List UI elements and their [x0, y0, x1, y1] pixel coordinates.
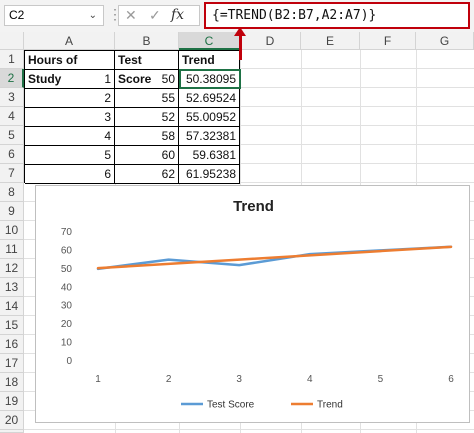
table-cell[interactable]: 5: [25, 146, 115, 165]
series-line-trend: [96, 245, 453, 270]
y-tick-label: 60: [61, 245, 73, 256]
table-cell[interactable]: 3: [25, 108, 115, 127]
cancel-icon[interactable]: ✕: [125, 7, 137, 23]
table-cell[interactable]: 1: [25, 70, 115, 89]
x-tick-label: 6: [448, 374, 454, 385]
header-test-score[interactable]: Test Score: [115, 51, 179, 86]
row-header-15[interactable]: 15: [0, 316, 24, 335]
header-hours-of-study[interactable]: Hours of Study: [25, 51, 115, 86]
active-cell-selection: [179, 69, 241, 89]
row-header-12[interactable]: 12: [0, 259, 24, 278]
insert-function-icon[interactable]: fx: [171, 7, 185, 23]
name-box-value: C2: [9, 8, 25, 22]
column-header-f[interactable]: F: [360, 32, 416, 50]
row-header-8[interactable]: 8: [0, 183, 24, 202]
y-tick-label: 20: [61, 319, 73, 330]
chart-title: Trend: [233, 198, 274, 215]
row-header-14[interactable]: 14: [0, 297, 24, 316]
legend-label: Trend: [317, 400, 343, 411]
row-header-13[interactable]: 13: [0, 278, 24, 297]
formula-bar-area: C2 ⌄ ⋮ ✕ ✓ fx {=TREND(B2:B7,A2:A7)}: [0, 0, 474, 32]
x-tick-label: 5: [378, 374, 384, 385]
row-header-6[interactable]: 6: [0, 145, 24, 164]
row-header-17[interactable]: 17: [0, 354, 24, 373]
row-header-4[interactable]: 4: [0, 107, 24, 126]
table-cell[interactable]: 50: [115, 70, 179, 89]
y-tick-label: 40: [61, 282, 73, 293]
y-tick-label: 50: [61, 264, 73, 275]
column-header-g[interactable]: G: [416, 32, 474, 50]
table-cell[interactable]: 59.6381: [179, 146, 240, 165]
row-header-19[interactable]: 19: [0, 392, 24, 411]
table-cell[interactable]: 61.95238: [179, 165, 240, 184]
more-icon: ⋮: [108, 6, 122, 22]
row-header-7[interactable]: 7: [0, 164, 24, 183]
table-cell[interactable]: 4: [25, 127, 115, 146]
row-header-3[interactable]: 3: [0, 88, 24, 107]
row-header-18[interactable]: 18: [0, 373, 24, 392]
chevron-down-icon[interactable]: ⌄: [88, 10, 97, 21]
column-header-b[interactable]: B: [115, 32, 179, 50]
chart-plot-svg: 0 10 20 30 40 50 60 70 1 2 3 4 5 6 Test Score Trend: [61, 227, 454, 411]
formula-input[interactable]: {=TREND(B2:B7,A2:A7)}: [204, 2, 470, 29]
row-header-20[interactable]: 20: [0, 411, 24, 430]
row-header-11[interactable]: 11: [0, 240, 24, 259]
row-header-2[interactable]: 2: [0, 69, 24, 88]
header-trend[interactable]: Trend: [179, 51, 240, 70]
formula-buttons: ✕ ✓ fx: [118, 5, 200, 26]
line-chart[interactable]: Trend 0 10 20 30 40 50 60 70 1 2 3 4 5 6 Test Score Tre…: [35, 185, 470, 423]
legend-label: Test Score: [207, 400, 255, 411]
name-box[interactable]: C2 ⌄: [4, 5, 104, 26]
row-header-1[interactable]: 1: [0, 50, 24, 69]
table-cell[interactable]: 58: [115, 127, 179, 146]
data-table: [24, 50, 240, 183]
callout-arrow: [239, 30, 242, 60]
row-header-5[interactable]: 5: [0, 126, 24, 145]
row-header-10[interactable]: 10: [0, 221, 24, 240]
column-header-a[interactable]: A: [24, 32, 115, 50]
x-tick-label: 2: [166, 374, 172, 385]
arrow-head-icon: [234, 27, 246, 36]
column-header-d[interactable]: D: [240, 32, 301, 50]
column-header-c[interactable]: C: [179, 32, 240, 50]
table-cell[interactable]: 62: [115, 165, 179, 184]
select-all-corner[interactable]: [0, 32, 24, 50]
table-cell[interactable]: 60: [115, 146, 179, 165]
table-cell[interactable]: 6: [25, 165, 115, 184]
column-header-e[interactable]: E: [301, 32, 360, 50]
table-cell[interactable]: 52.69524: [179, 89, 240, 108]
x-tick-label: 4: [307, 374, 313, 385]
enter-icon[interactable]: ✓: [149, 7, 161, 23]
table-cell[interactable]: 57.32381: [179, 127, 240, 146]
y-tick-label: 10: [61, 338, 73, 349]
y-tick-label: 70: [61, 227, 73, 238]
x-tick-label: 1: [95, 374, 101, 385]
row-header-9[interactable]: 9: [0, 202, 24, 221]
y-tick-label: 30: [61, 301, 73, 312]
table-cell[interactable]: 2: [25, 89, 115, 108]
table-cell[interactable]: 55.00952: [179, 108, 240, 127]
y-tick-label: 0: [66, 356, 72, 367]
x-tick-label: 3: [236, 374, 242, 385]
row-header-16[interactable]: 16: [0, 335, 24, 354]
table-cell[interactable]: 55: [115, 89, 179, 108]
table-cell[interactable]: 52: [115, 108, 179, 127]
